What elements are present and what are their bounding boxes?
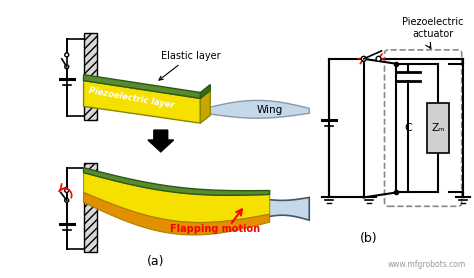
FancyArrow shape (148, 130, 173, 152)
Circle shape (65, 198, 69, 202)
Text: Piezoelectric
actuator: Piezoelectric actuator (402, 18, 464, 39)
Polygon shape (201, 91, 210, 123)
Circle shape (65, 65, 69, 69)
Text: Wing: Wing (256, 105, 283, 115)
Text: Zₘ: Zₘ (431, 123, 445, 133)
Text: Piezoelectric layer: Piezoelectric layer (88, 86, 174, 110)
Polygon shape (255, 197, 309, 220)
Polygon shape (83, 173, 270, 222)
Bar (427, 103, 449, 153)
Circle shape (65, 188, 69, 192)
Circle shape (65, 53, 69, 57)
Polygon shape (205, 100, 309, 118)
Bar (83, 33, 98, 120)
Polygon shape (201, 85, 210, 98)
Text: Elastic layer: Elastic layer (159, 51, 220, 80)
Polygon shape (83, 75, 201, 98)
Text: Flapping motion: Flapping motion (170, 224, 260, 234)
Text: (b): (b) (360, 232, 377, 245)
Text: www.mfgrobots.com: www.mfgrobots.com (387, 260, 465, 269)
Polygon shape (83, 168, 270, 195)
Text: C: C (404, 123, 412, 133)
Circle shape (376, 56, 381, 61)
Circle shape (361, 56, 366, 61)
Text: (a): (a) (147, 255, 164, 268)
Polygon shape (83, 192, 270, 235)
Bar (83, 163, 98, 252)
Polygon shape (83, 81, 201, 123)
